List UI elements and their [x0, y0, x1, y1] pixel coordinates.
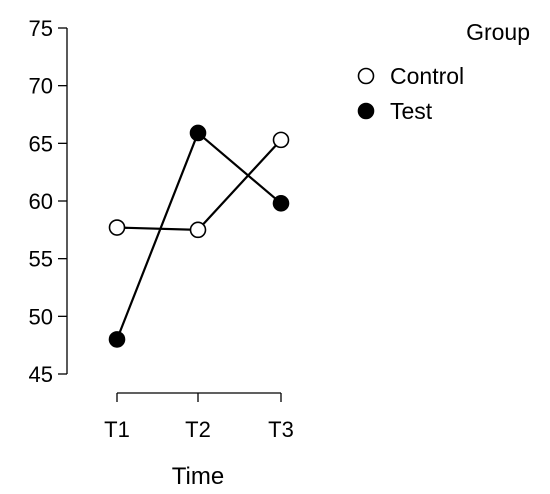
y-tick-label: 55 [29, 247, 53, 272]
y-tick-label: 65 [29, 131, 53, 156]
test-point [108, 331, 126, 348]
legend-label-test: Test [390, 98, 433, 124]
test-point [189, 124, 207, 142]
axes: 45 50 55 60 65 70 75 T1 T2 T3 [29, 16, 294, 442]
x-tick-label: T3 [268, 417, 294, 442]
legend-marker-control [357, 67, 375, 85]
control-point [108, 219, 126, 236]
control-point [272, 131, 290, 149]
x-tick-label: T1 [104, 417, 130, 442]
y-tick-label: 50 [29, 304, 53, 329]
x-axis-title: Time [172, 463, 224, 490]
legend-title: Group [466, 19, 530, 45]
control-point [189, 221, 207, 239]
series-points [108, 124, 290, 348]
test-point [272, 195, 290, 212]
y-tick-label: 75 [29, 16, 53, 41]
y-tick-label: 45 [29, 362, 53, 387]
legend: Group Control Test [357, 19, 530, 124]
control-line [116, 139, 282, 231]
legend-marker-test [357, 102, 375, 120]
legend-label-control: Control [390, 63, 464, 89]
y-tick-label: 60 [29, 189, 53, 214]
y-tick-label: 70 [29, 74, 53, 99]
x-tick-label: T2 [185, 417, 211, 442]
